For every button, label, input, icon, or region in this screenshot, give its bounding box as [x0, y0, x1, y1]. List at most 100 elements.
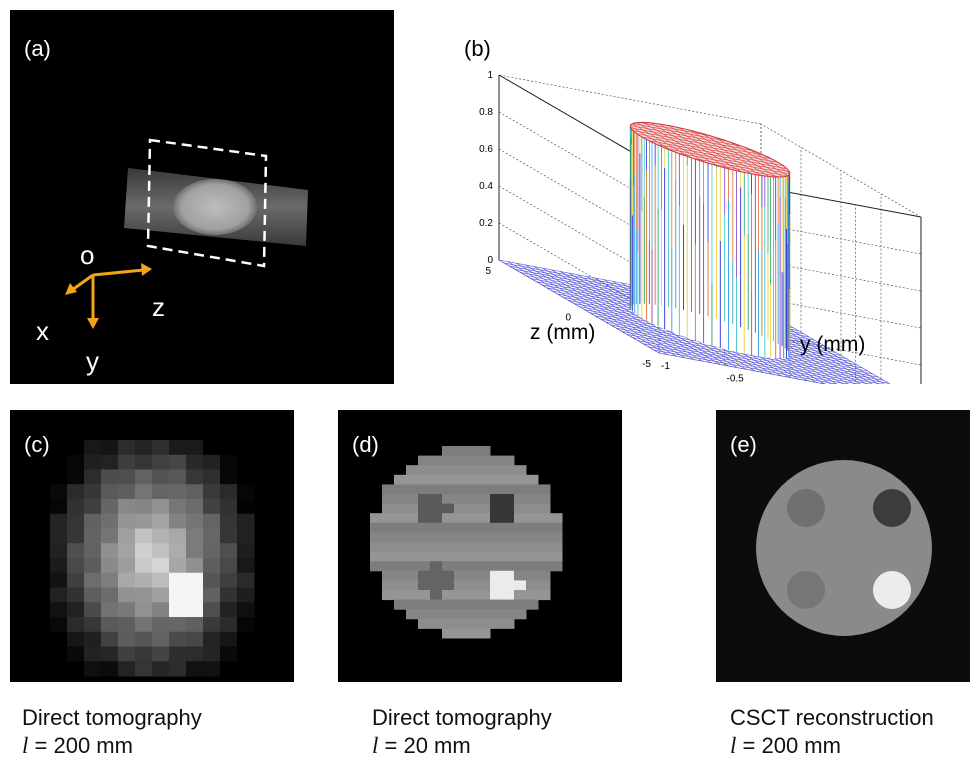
z-tick-label: 0 — [565, 313, 571, 324]
pixel-block — [406, 609, 419, 620]
pixel-block — [502, 503, 515, 514]
pixel-block — [101, 617, 119, 633]
pixel-block — [454, 551, 467, 562]
pixel-block — [135, 631, 153, 647]
pixel-block — [538, 570, 551, 581]
pixel-block — [514, 542, 527, 553]
pixel-block — [478, 618, 491, 629]
pixel-block — [370, 522, 383, 533]
panel-c: (c) — [10, 410, 294, 682]
pixel-block — [406, 494, 419, 505]
pixel-block — [101, 484, 119, 500]
phantom-insert-3 — [787, 571, 825, 609]
pixel-block — [152, 543, 170, 559]
pixel-block — [382, 570, 395, 581]
pixel-block — [502, 513, 515, 524]
pixel-block — [466, 484, 479, 495]
pixel-block — [490, 561, 503, 572]
pixel-block — [490, 580, 503, 591]
height-gridline — [498, 148, 660, 243]
pixel-block — [135, 646, 153, 662]
pixel-block — [406, 570, 419, 581]
pixel-block — [538, 580, 551, 591]
pixel-block — [101, 543, 119, 559]
pixel-block — [454, 503, 467, 514]
pixel-block — [101, 631, 119, 647]
pixel-block — [50, 513, 68, 529]
pixel-block — [118, 587, 136, 603]
pixel-block — [430, 580, 443, 591]
pixel-block — [186, 484, 204, 500]
pixel-block — [478, 446, 491, 457]
pixel-block — [502, 609, 515, 620]
pixel-block — [135, 440, 153, 456]
pixel-block — [152, 440, 170, 456]
pixel-block — [550, 551, 563, 562]
pixel-block — [526, 484, 539, 495]
pixel-block — [466, 532, 479, 543]
pixel-block — [101, 513, 119, 529]
caption-d-line2: = 20 mm — [384, 733, 471, 758]
pixel-block — [152, 602, 170, 618]
pixel-block — [538, 532, 551, 543]
pixel-block — [418, 484, 431, 495]
pixel-block — [418, 503, 431, 514]
pixel-block — [514, 513, 527, 524]
pixel-block — [430, 513, 443, 524]
pixel-block — [478, 628, 491, 639]
pixel-block — [382, 590, 395, 601]
pixel-block — [220, 454, 238, 470]
pixel-block — [370, 542, 383, 553]
pixel-block — [466, 494, 479, 505]
top-mesh-line — [666, 148, 790, 172]
pixel-block — [442, 532, 455, 543]
pixel-block — [84, 454, 102, 470]
pixel-block — [454, 542, 467, 553]
pixel-block — [152, 469, 170, 485]
pixel-block — [135, 469, 153, 485]
pixel-block — [152, 587, 170, 603]
pixel-block — [101, 499, 119, 515]
height-tick-label: 0.6 — [479, 144, 493, 155]
pixel-block — [135, 617, 153, 633]
top-mesh-line — [678, 127, 762, 176]
top-mesh-line — [656, 144, 788, 170]
panel-c-label: (c) — [24, 432, 50, 457]
pixel-block — [101, 661, 119, 677]
pixel-block — [101, 558, 119, 574]
pixel-block — [406, 580, 419, 591]
floor-mesh-line — [648, 346, 849, 384]
pixel-block — [237, 513, 255, 529]
pixel-block — [84, 602, 102, 618]
pixel-block — [118, 631, 136, 647]
pixel-block — [490, 570, 503, 581]
panel-d-label: (d) — [352, 432, 379, 457]
pixel-block — [514, 494, 527, 505]
pixel-block — [50, 617, 68, 633]
pixel-block — [394, 484, 407, 495]
pixel-block — [394, 532, 407, 543]
pixel-block — [514, 609, 527, 620]
pixel-block — [203, 572, 221, 588]
pixel-block — [203, 469, 221, 485]
pixel-block — [84, 587, 102, 603]
pixel-block — [406, 474, 419, 485]
pixel-block — [135, 558, 153, 574]
pixel-block — [101, 572, 119, 588]
pixel-block — [430, 532, 443, 543]
pixel-block — [186, 528, 204, 544]
pixel-block — [502, 618, 515, 629]
origin-label: o — [80, 240, 95, 270]
pixel-block — [430, 599, 443, 610]
pixel-block — [550, 542, 563, 553]
pixel-block — [538, 561, 551, 572]
pixel-block — [502, 599, 515, 610]
pixel-block — [454, 465, 467, 476]
pixel-block — [101, 469, 119, 485]
height-tick-label: 0.8 — [479, 107, 493, 118]
top-mesh-line — [710, 163, 781, 178]
pixel-block — [526, 590, 539, 601]
pixel-block — [490, 474, 503, 485]
pixel-block — [514, 599, 527, 610]
pixel-block — [237, 602, 255, 618]
